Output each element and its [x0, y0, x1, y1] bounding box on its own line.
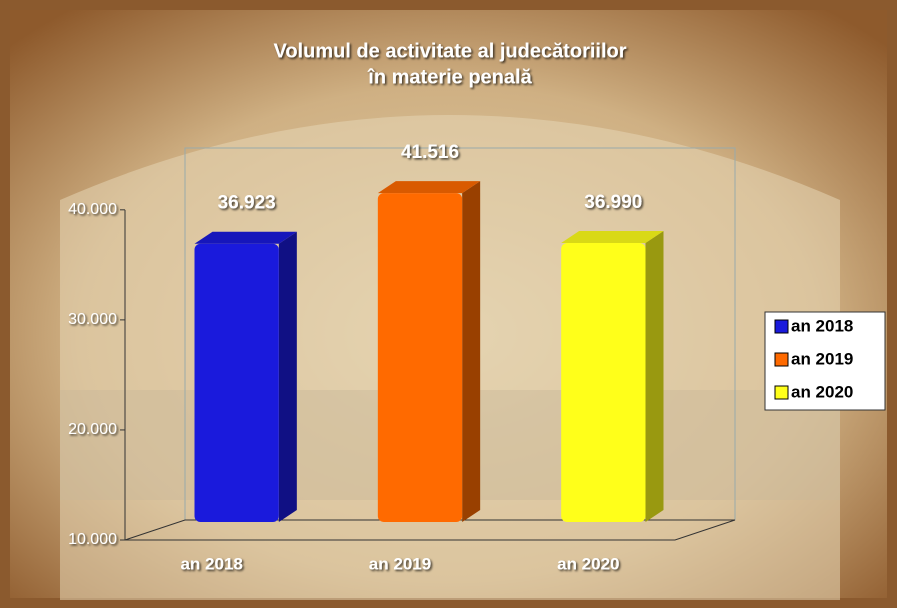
bar-top: [561, 230, 664, 243]
x-tick-label: an 2018: [180, 554, 242, 573]
y-tick-label: 40.000: [68, 201, 117, 218]
bar-front: [194, 243, 279, 523]
chart-title: Volumul de activitate al judecătoriilor: [273, 40, 626, 62]
bar-side: [645, 230, 664, 522]
y-tick-label: 20.000: [68, 421, 117, 438]
legend-swatch: [774, 352, 789, 367]
value-label: 36.990: [584, 192, 642, 213]
bar: [194, 231, 297, 523]
bar-top: [377, 181, 481, 194]
bar-front: [377, 193, 463, 522]
y-tick-label: 30.000: [68, 311, 117, 328]
bar-side: [462, 181, 481, 522]
legend-label: an 2019: [791, 349, 853, 368]
value-label: 41.516: [401, 142, 459, 163]
bar: [561, 230, 664, 522]
x-tick-label: an 2019: [369, 554, 431, 573]
value-label: 36.923: [218, 193, 276, 214]
plot-floor: [124, 519, 736, 541]
legend-label: an 2018: [791, 316, 853, 335]
bar: [377, 181, 481, 522]
bar-side: [278, 231, 297, 523]
legend-label: an 2020: [791, 382, 853, 401]
chart-title: în materie penală: [367, 66, 532, 88]
plot-wall: [184, 147, 736, 520]
legend-swatch: [774, 385, 789, 400]
legend-swatch: [774, 319, 789, 334]
legend: an 2018 an 2019 an 2020: [764, 311, 886, 411]
bar-front: [561, 242, 646, 522]
y-tick-label: 10.000: [68, 531, 117, 548]
bar-top: [194, 231, 297, 244]
x-tick-label: an 2020: [557, 554, 619, 573]
